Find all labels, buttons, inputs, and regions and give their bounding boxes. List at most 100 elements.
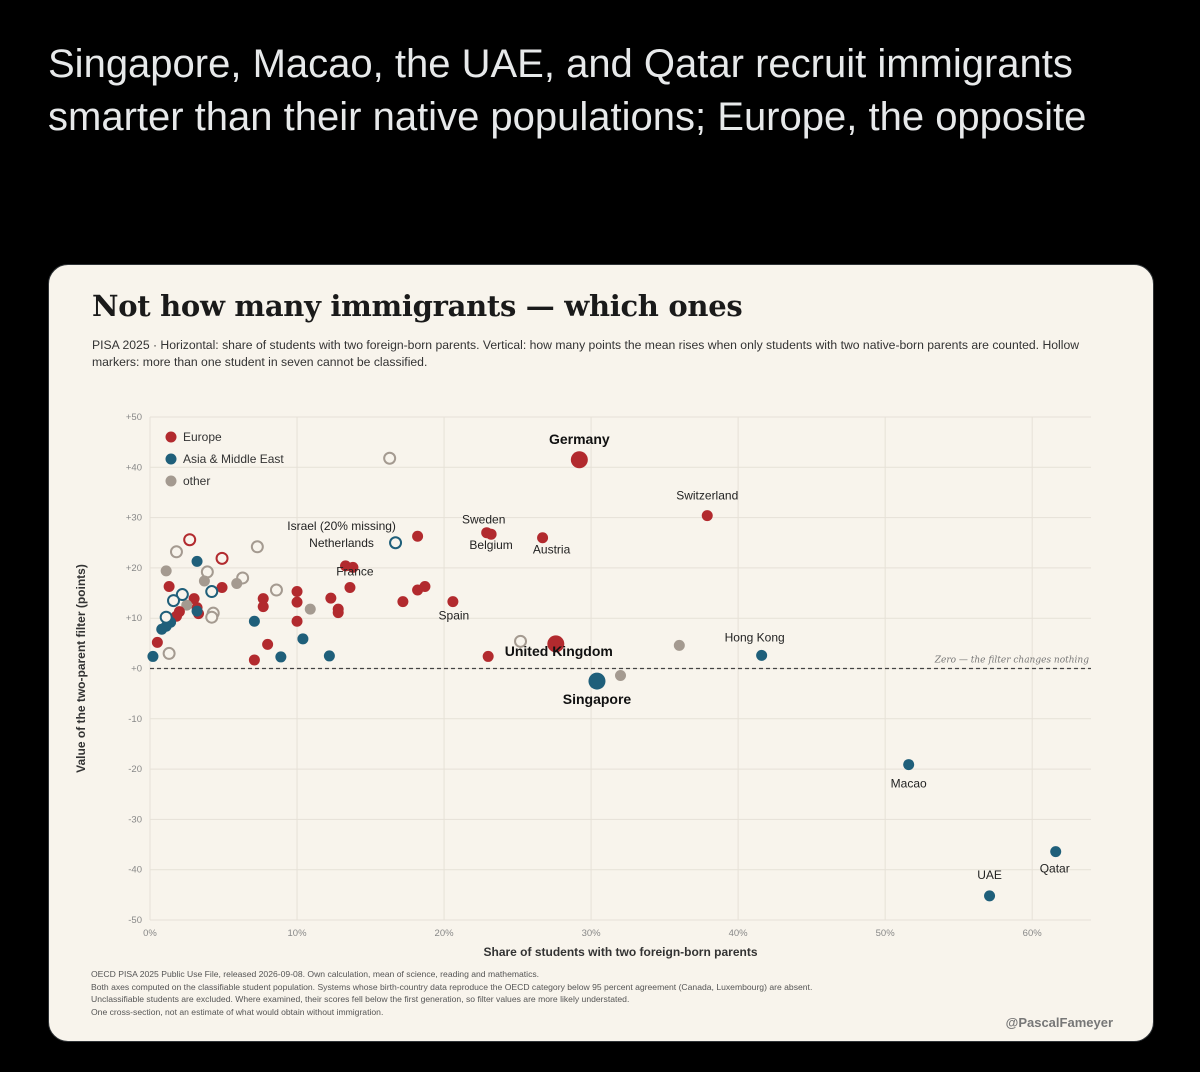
data-point: [205, 585, 219, 599]
data-point: [191, 555, 203, 567]
data-point: [163, 581, 175, 593]
data-point: [984, 890, 996, 902]
x-tick-label: 0%: [143, 928, 157, 939]
point-label: Austria: [533, 543, 571, 557]
y-tick-label: -30: [128, 814, 142, 825]
x-tick-label: 60%: [1023, 928, 1043, 939]
data-point: [291, 615, 303, 627]
data-point: [412, 530, 424, 542]
data-point: [275, 651, 287, 663]
scatter-plot: +50 +40 +30 +20 +10 +0 -10 -20 -30 -40 -500% 10% 20%…: [74, 412, 1091, 959]
data-point: [347, 561, 359, 573]
data-point: [291, 596, 303, 608]
y-tick-label: -20: [128, 764, 142, 775]
data-point: [159, 610, 173, 624]
legend-entry: Europe: [183, 430, 222, 444]
data-point: [325, 592, 337, 604]
point-label: Qatar: [1040, 862, 1070, 876]
data-point: [485, 528, 497, 540]
data-point: [304, 603, 316, 615]
data-point: [291, 586, 303, 598]
point-label: Hong Kong: [725, 630, 785, 644]
legend-marker: [165, 475, 177, 487]
data-point: [191, 605, 203, 617]
y-tick-label: +50: [126, 412, 142, 423]
zero-line-annotation: Zero — the filter changes nothing: [934, 656, 1089, 666]
data-point: [188, 593, 200, 605]
data-point: [673, 639, 685, 651]
data-point: [482, 650, 494, 662]
chart-subtitle: PISA 2025 · Horizontal: share of student…: [92, 338, 1080, 369]
data-point: [756, 649, 768, 661]
footnote-line: One cross-section, not an estimate of wh…: [91, 1006, 384, 1017]
footnote-line: OECD PISA 2025 Public Use File, released…: [91, 969, 540, 979]
data-point: [332, 607, 344, 619]
y-tick-label: +40: [126, 462, 142, 473]
x-axis-title: Share of students with two foreign-born …: [483, 945, 757, 959]
footnote-line: Unclassifiable students are excluded. Wh…: [91, 994, 630, 1004]
data-point: [183, 533, 197, 547]
data-point: [156, 623, 168, 635]
legend-entry: other: [183, 474, 210, 488]
y-tick-label: +20: [126, 563, 142, 574]
y-tick-label: +0: [131, 664, 142, 675]
data-point: [297, 633, 309, 645]
data-point: [1050, 846, 1062, 858]
data-point: [547, 635, 565, 653]
data-point: [175, 588, 189, 602]
data-point: [570, 451, 588, 469]
data-point: [262, 638, 274, 650]
chart-footnote: OECD PISA 2025 Public Use File, released…: [91, 968, 1081, 1018]
data-point: [231, 577, 243, 589]
data-point: [323, 650, 335, 662]
data-point: [248, 615, 260, 627]
point-label: Sweden: [462, 513, 505, 527]
x-tick-label: 40%: [729, 928, 749, 939]
data-point: [198, 575, 210, 587]
x-tick-label: 20%: [435, 928, 455, 939]
point-label: Spain: [439, 609, 470, 623]
legend-marker: [165, 431, 177, 443]
point-label: United Kingdom: [505, 643, 613, 659]
point-label: Germany: [549, 431, 610, 447]
data-point: [250, 540, 264, 554]
data-point: [588, 672, 606, 690]
y-tick-label: -50: [128, 915, 142, 926]
y-tick-label: +10: [126, 613, 142, 624]
point-label: Israel (20% missing): [287, 519, 396, 533]
y-tick-label: +30: [126, 513, 142, 524]
y-tick-label: -10: [128, 714, 142, 725]
footnote-line: Both axes computed on the classifiable s…: [91, 981, 813, 992]
data-point: [537, 532, 549, 544]
data-point: [162, 646, 176, 660]
y-axis-title: Value of the two-parent filter (points): [74, 564, 88, 773]
data-point: [257, 593, 269, 605]
legend-entry: Asia & Middle East: [183, 452, 284, 466]
x-tick-label: 10%: [288, 928, 308, 939]
data-point: [701, 510, 713, 522]
data-point: [383, 451, 397, 465]
data-point: [257, 601, 269, 613]
author-handle: @PascalFameyer: [1005, 1015, 1113, 1030]
chart-image-card[interactable]: Not how many immigrants — which ones PIS…: [48, 264, 1154, 1042]
chart-title: Not how many immigrants — which ones: [92, 289, 743, 323]
data-point: [344, 582, 356, 594]
data-point: [903, 759, 915, 771]
point-label: Macao: [891, 777, 927, 791]
data-point: [181, 599, 193, 611]
data-point: [397, 596, 409, 608]
y-tick-label: -40: [128, 865, 142, 876]
point-label: UAE: [977, 868, 1002, 882]
point-label: Belgium: [469, 538, 512, 552]
data-point: [216, 582, 228, 594]
point-label: France: [336, 564, 374, 578]
data-point: [147, 650, 159, 662]
data-point: [615, 670, 626, 682]
data-point: [269, 583, 283, 597]
point-label: Netherlands: [309, 536, 374, 550]
data-point: [389, 536, 403, 550]
data-point: [205, 610, 219, 624]
data-point: [151, 636, 163, 648]
x-tick-label: 50%: [876, 928, 896, 939]
data-point: [514, 634, 528, 648]
